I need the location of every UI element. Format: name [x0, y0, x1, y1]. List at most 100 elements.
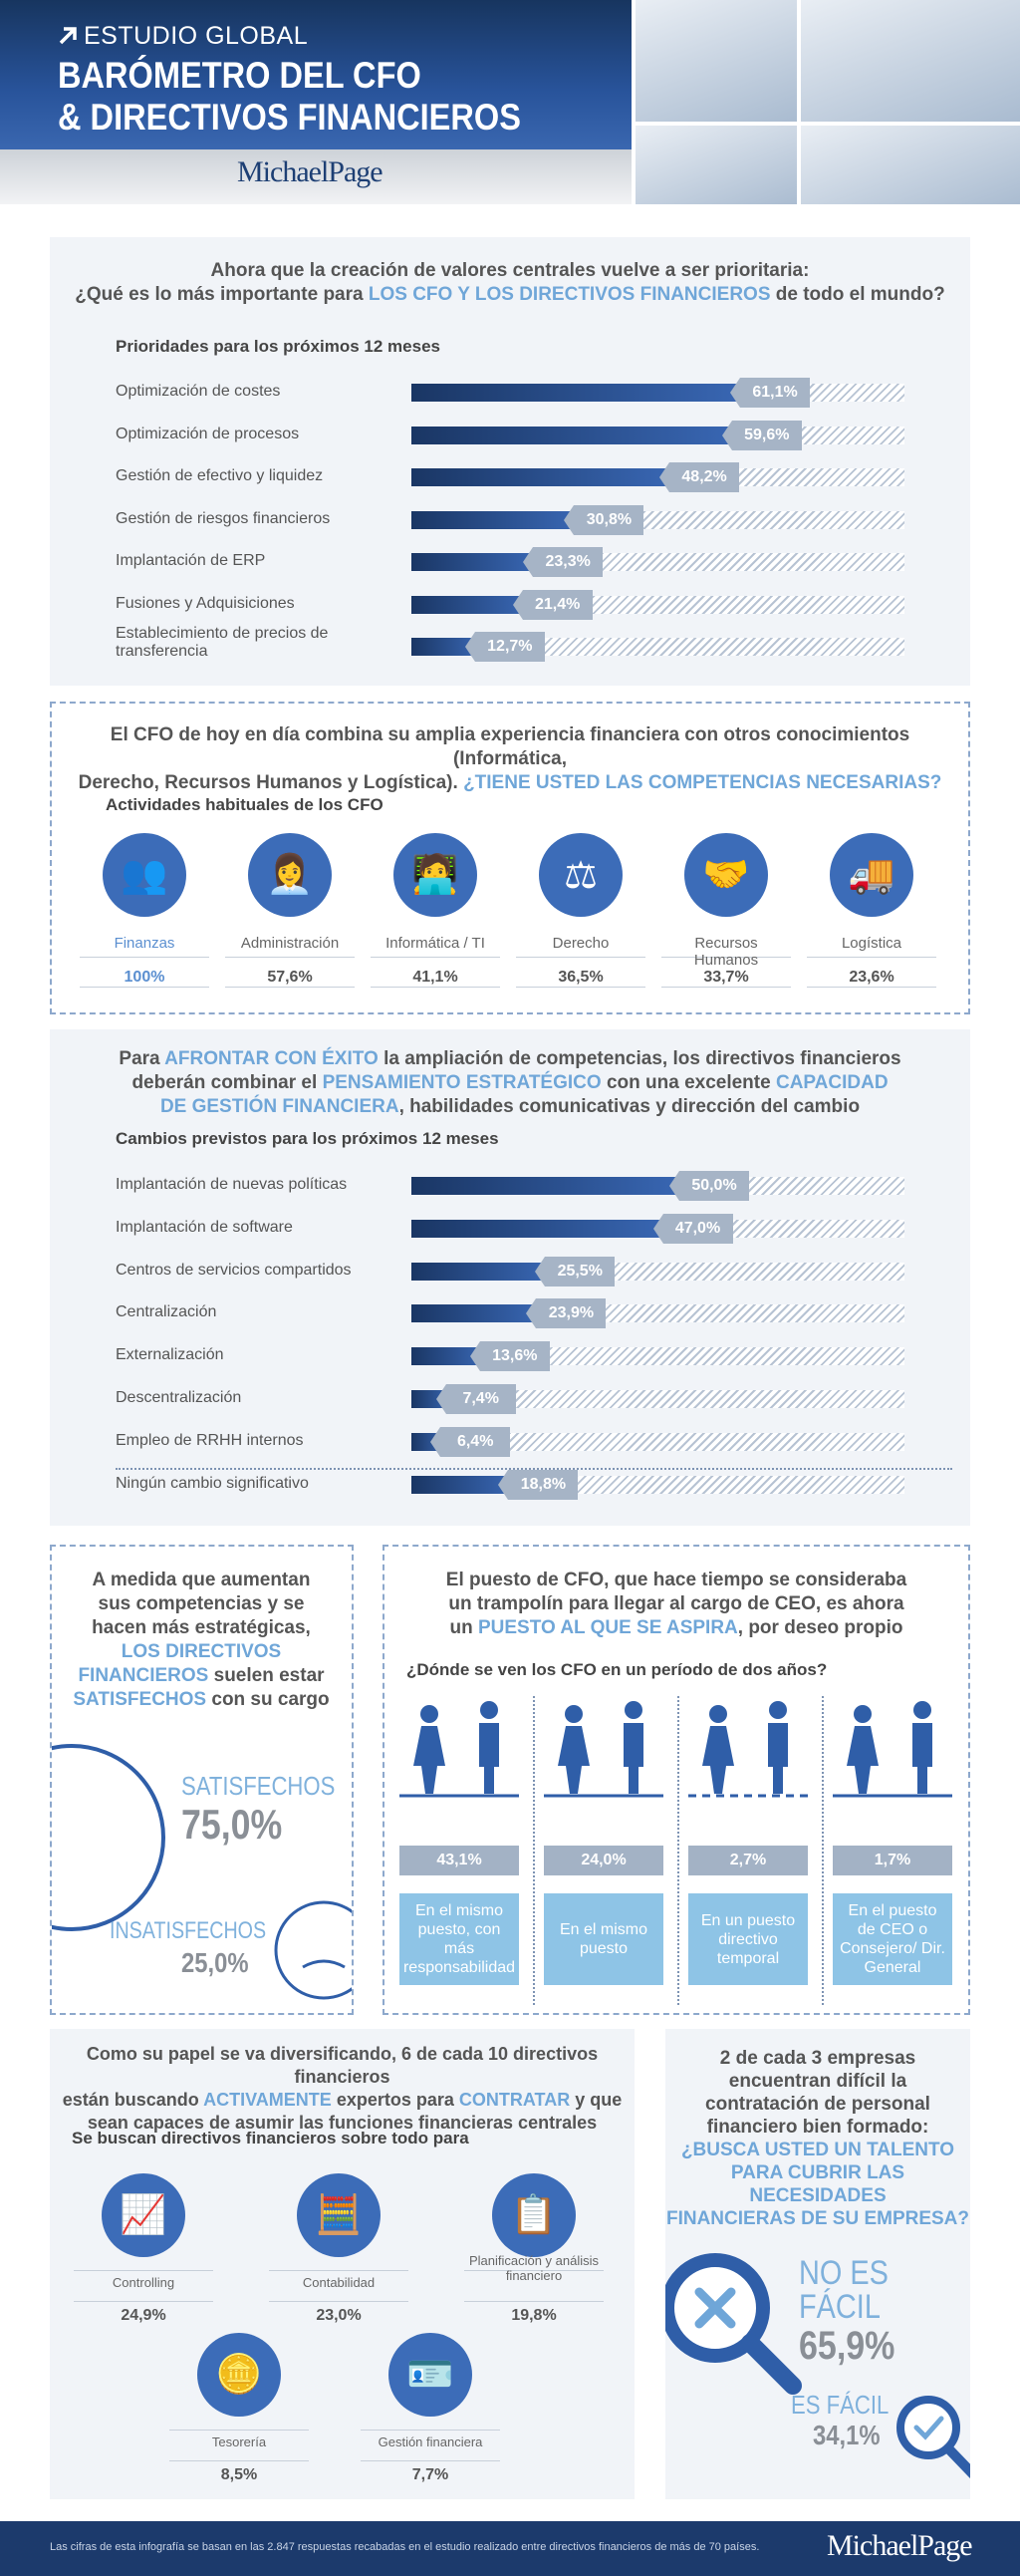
hiring-value: 23,0%	[316, 2307, 362, 2324]
header-title-line1: BARÓMETRO DEL CFO	[58, 55, 421, 96]
brand-logo[interactable]: MichaelPage	[237, 155, 383, 188]
career-question: El puesto de CFO, que hace tiempo se con…	[384, 1569, 968, 1640]
footer-logo[interactable]: MichaelPage	[827, 2529, 973, 2562]
divider	[361, 2460, 500, 2461]
text-line: contratación de personal	[705, 2094, 930, 2115]
bar-fill	[411, 1304, 543, 1323]
hiring-value: 8,5%	[220, 2466, 258, 2483]
activity-label: Derecho	[552, 935, 610, 952]
bar-label: Gestión de efectivo y liquidez	[116, 467, 324, 484]
career-option: En el puesto de CEO o Consejero/ Dir. Ge…	[833, 1893, 952, 1985]
hiring-value: 24,9%	[121, 2307, 166, 2324]
divider	[661, 957, 791, 958]
bar-value: 50,0%	[669, 1171, 749, 1201]
truck-icon: 🚚	[830, 833, 913, 917]
bar-label: Fusiones y Adquisiciones	[116, 594, 295, 612]
arrow-up-right-icon	[59, 27, 77, 45]
unsatisfied-label: INSATISFECHOS	[110, 1917, 267, 1944]
question-line: El puesto de CFO, que hace tiempo se con…	[445, 1570, 907, 1590]
not-easy-line: FÁCIL	[799, 2288, 881, 2326]
question-highlight: AFRONTAR CON ÉXITO	[164, 1048, 379, 1069]
divider	[807, 957, 936, 958]
bar-row: Implantación de nuevas políticas 50,0%	[50, 1168, 970, 1204]
activity-label: Finanzas	[114, 935, 175, 952]
bar-fill	[411, 1177, 685, 1195]
satisfaction-text: A medida que aumentan sus competencias y…	[52, 1569, 351, 1712]
bar-label: Empleo de RRHH internos	[116, 1431, 304, 1449]
talent-section: 2 de cada 3 empresas encuentran difícil …	[665, 2029, 970, 2499]
career-value: 2,7%	[688, 1846, 808, 1875]
question-text: , habilidades comunicativas y dirección …	[398, 1096, 861, 1117]
divider	[74, 2301, 213, 2302]
activity-value: 36,5%	[558, 969, 604, 986]
bar-fill	[411, 1219, 669, 1238]
bar-row: Implantación de software 47,0%	[50, 1211, 970, 1247]
divider	[677, 1696, 679, 2005]
bar-value: 18,8%	[498, 1469, 579, 1500]
bar-label: Implantación de ERP	[116, 552, 266, 569]
career-option: En el mismo puesto, con más responsabili…	[399, 1893, 519, 1985]
bar-track	[411, 1432, 904, 1451]
text-line: A medida que aumentan	[92, 1570, 311, 1590]
bar-label: Externalización	[116, 1346, 224, 1364]
bar-value: 7,4%	[435, 1384, 516, 1414]
header-photo	[632, 0, 1020, 204]
divider	[74, 2270, 213, 2271]
hiring-label: Contabilidad	[302, 2275, 376, 2290]
career-option: En el mismo puesto	[544, 1893, 663, 1985]
chart-pen-icon: 📈	[102, 2173, 185, 2257]
activity-label: Recursos Humanos	[693, 935, 759, 969]
hiring-value: 7,7%	[411, 2466, 449, 2483]
bar-fill	[411, 510, 581, 529]
question-text: con una excelente	[601, 1072, 776, 1093]
footer: Las cifras de esta infografía se basan e…	[0, 2521, 1020, 2576]
bar-label: Centralización	[116, 1303, 217, 1321]
question-text: expertos para	[331, 2090, 459, 2110]
bar-value: 61,1%	[730, 378, 811, 408]
question-line: deberán combinar el PENSAMIENTO ESTRATÉG…	[50, 1071, 970, 1095]
unsatisfied-face-icon	[274, 1900, 352, 2000]
bar-label: Establecimiento de precios de transferen…	[116, 625, 329, 660]
not-easy-line: NO ES	[799, 2254, 889, 2292]
competencies-section: El CFO de hoy en día combina su amplia e…	[50, 702, 970, 1014]
question-line: DE GESTIÓN FINANCIERA, habilidades comun…	[50, 1095, 970, 1119]
question-line: Ahora que la creación de valores central…	[210, 260, 810, 281]
bar-value: 13,6%	[469, 1341, 550, 1372]
bar-value: 25,5%	[535, 1256, 616, 1287]
bar-row: Gestión de efectivo y liquidez 48,2%	[50, 459, 970, 495]
people-icon: 👥	[103, 833, 186, 917]
gavel-icon: ⚖	[539, 833, 623, 917]
bar-value: 30,8%	[564, 504, 644, 535]
bar-row: Empleo de RRHH internos 6,4%	[50, 1424, 970, 1460]
divider	[169, 2430, 309, 2431]
question-text: , por deseo propio	[737, 1617, 903, 1638]
text-line: hacen más estratégicas,	[92, 1617, 311, 1638]
question-line: Como su papel se va diversificando, 6 de…	[86, 2044, 599, 2087]
bar-value: 6,4%	[430, 1426, 511, 1457]
text-line: SATISFECHOS con su cargo	[52, 1688, 351, 1712]
bar-value: 47,0%	[652, 1213, 733, 1244]
bar-value: 48,2%	[659, 462, 740, 492]
competencies-subtitle: Actividades habituales de los CFO	[106, 795, 383, 814]
clipboard-chart-icon: 📋	[492, 2173, 576, 2257]
bar-fill	[411, 1262, 552, 1281]
question-line: un trampolín para llegar al cargo de CEO…	[448, 1593, 904, 1614]
unsatisfied-value: 25,0%	[181, 1947, 249, 1978]
priorities-question: Ahora que la creación de valores central…	[50, 259, 970, 307]
activity-value: 57,6%	[267, 969, 313, 986]
bar-value: 59,6%	[721, 420, 802, 450]
bar-row: Centros de servicios compartidos 25,5%	[50, 1254, 970, 1289]
bar-label: Optimización de costes	[116, 383, 281, 400]
calculator-icon: 🧮	[297, 2173, 381, 2257]
bar-row: Implantación de ERP 23,3%	[50, 544, 970, 580]
bar-row: Fusiones y Adquisiciones 21,4%	[50, 587, 970, 623]
footer-note: Las cifras de esta infografía se basan e…	[50, 2541, 760, 2553]
hiring-label: Tesorería	[211, 2434, 267, 2449]
question-line: Derecho, Recursos Humanos y Logística). …	[52, 771, 968, 795]
divider	[533, 1696, 535, 2005]
activity-value: 41,1%	[412, 969, 458, 986]
competencies-question: El CFO de hoy en día combina su amplia e…	[52, 723, 968, 795]
divider	[516, 957, 645, 958]
bar-label: Implantación de nuevas políticas	[116, 1176, 348, 1193]
header-logo-strip	[0, 149, 632, 204]
